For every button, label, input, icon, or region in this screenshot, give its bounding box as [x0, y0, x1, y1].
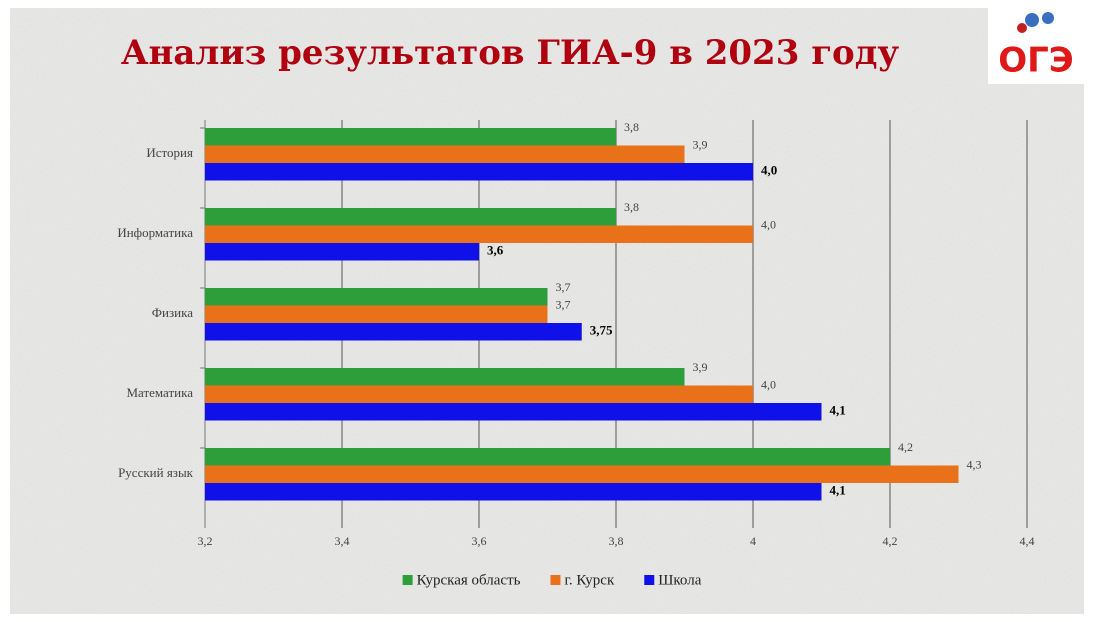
y-tick-label: Информатика [117, 225, 193, 240]
bar [205, 145, 685, 163]
bar [205, 305, 548, 323]
y-tick-label: Физика [152, 305, 193, 320]
y-tick-label: Русский язык [118, 465, 194, 480]
value-label: 3,8 [624, 200, 639, 214]
value-label: 3,9 [693, 137, 708, 151]
logo-icon [1042, 12, 1054, 24]
bar [205, 403, 822, 421]
bar [205, 483, 822, 501]
value-label: 4,0 [761, 377, 776, 391]
x-tick-label: 3,4 [335, 534, 350, 548]
logo-icon [1025, 13, 1039, 27]
legend-swatch [550, 575, 561, 585]
legend-label: Курская область [417, 572, 521, 588]
legend-label: г. Курск [564, 572, 614, 588]
value-label: 3,7 [556, 297, 571, 311]
y-tick-label: История [146, 145, 193, 160]
value-label: 4,3 [967, 457, 982, 471]
bar [205, 323, 582, 341]
bar [205, 163, 753, 181]
bar [205, 288, 548, 306]
x-tick-label: 4,4 [1020, 534, 1035, 548]
value-label: 3,8 [624, 120, 639, 134]
value-label: 4,2 [898, 440, 913, 454]
x-tick-label: 3,6 [472, 534, 487, 548]
bar [205, 128, 616, 146]
value-label: 3,75 [590, 323, 613, 338]
legend-swatch [644, 575, 655, 585]
x-tick-label: 4,2 [883, 534, 898, 548]
value-label: 3,9 [693, 360, 708, 374]
bar [205, 225, 753, 243]
bar [205, 208, 616, 226]
logo-text: ОГЭ [998, 41, 1074, 81]
value-label: 4,1 [830, 403, 846, 418]
bar [205, 368, 685, 386]
value-label: 3,7 [556, 280, 571, 294]
value-label: 4,0 [761, 163, 777, 178]
legend-swatch [402, 575, 413, 585]
chart-title: Анализ результатов ГИА-9 в 2023 году [121, 33, 900, 73]
legend-label: Школа [658, 572, 701, 588]
value-label: 3,6 [487, 243, 504, 258]
bar [205, 243, 479, 261]
bar [205, 448, 890, 466]
x-tick-label: 3,8 [609, 534, 624, 548]
bar [205, 385, 753, 403]
bar [205, 465, 959, 483]
x-tick-label: 4 [750, 534, 756, 548]
y-tick-label: Математика [126, 385, 193, 400]
value-label: 4,0 [761, 217, 776, 231]
x-tick-label: 3,2 [198, 534, 213, 548]
value-label: 4,1 [830, 483, 846, 498]
logo-icon [1017, 23, 1027, 33]
